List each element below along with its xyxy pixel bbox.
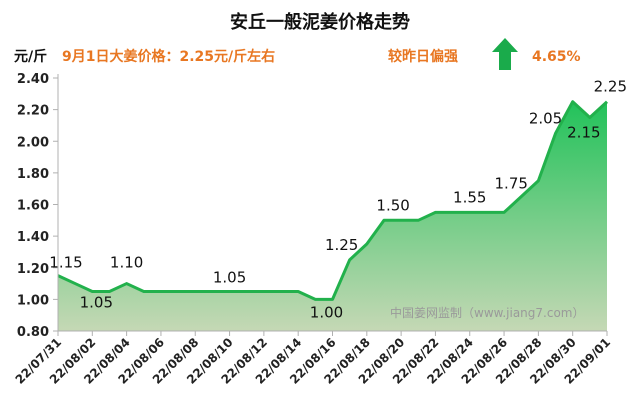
data-label: 1.15: [49, 254, 82, 272]
y-tick-label: 2.40: [17, 72, 49, 87]
unit-label: 元/斤: [14, 48, 47, 65]
plot-area: 0.801.001.201.401.601.802.002.202.4022/0…: [13, 72, 627, 387]
y-tick-label: 2.20: [17, 104, 49, 119]
data-label: 2.15: [567, 124, 600, 142]
data-label: 1.05: [80, 293, 113, 311]
data-label: 1.50: [376, 196, 409, 214]
y-tick-label: 1.00: [17, 293, 49, 308]
data-label: 1.10: [110, 254, 143, 272]
y-tick-label: 1.40: [17, 230, 49, 245]
compare-label: 较昨日偏强: [388, 48, 458, 65]
data-label: 1.75: [495, 175, 528, 193]
data-label: 1.05: [213, 268, 246, 286]
y-tick-label: 0.80: [17, 325, 49, 340]
data-label: 2.05: [529, 109, 562, 127]
data-label: 1.55: [453, 188, 486, 206]
y-tick-label: 1.80: [17, 167, 49, 182]
data-label: 2.25: [594, 78, 627, 96]
price-line: [57, 100, 609, 301]
change-percent: 4.65%: [532, 49, 581, 65]
y-tick-label: 1.20: [17, 262, 49, 277]
data-label: 1.25: [325, 236, 358, 254]
up-arrow-icon: [492, 38, 518, 70]
y-tick-label: 1.60: [17, 199, 49, 214]
chart-title: 安丘一般泥姜价格走势: [230, 11, 410, 33]
watermark: 中国姜网监制（www.jiang7.com）: [390, 305, 584, 320]
price-area-fill: [58, 101, 607, 331]
data-label: 1.00: [310, 303, 343, 321]
price-note: 9月1日大姜价格：2.25元/斤左右: [62, 48, 275, 65]
y-tick-label: 2.00: [17, 135, 49, 150]
